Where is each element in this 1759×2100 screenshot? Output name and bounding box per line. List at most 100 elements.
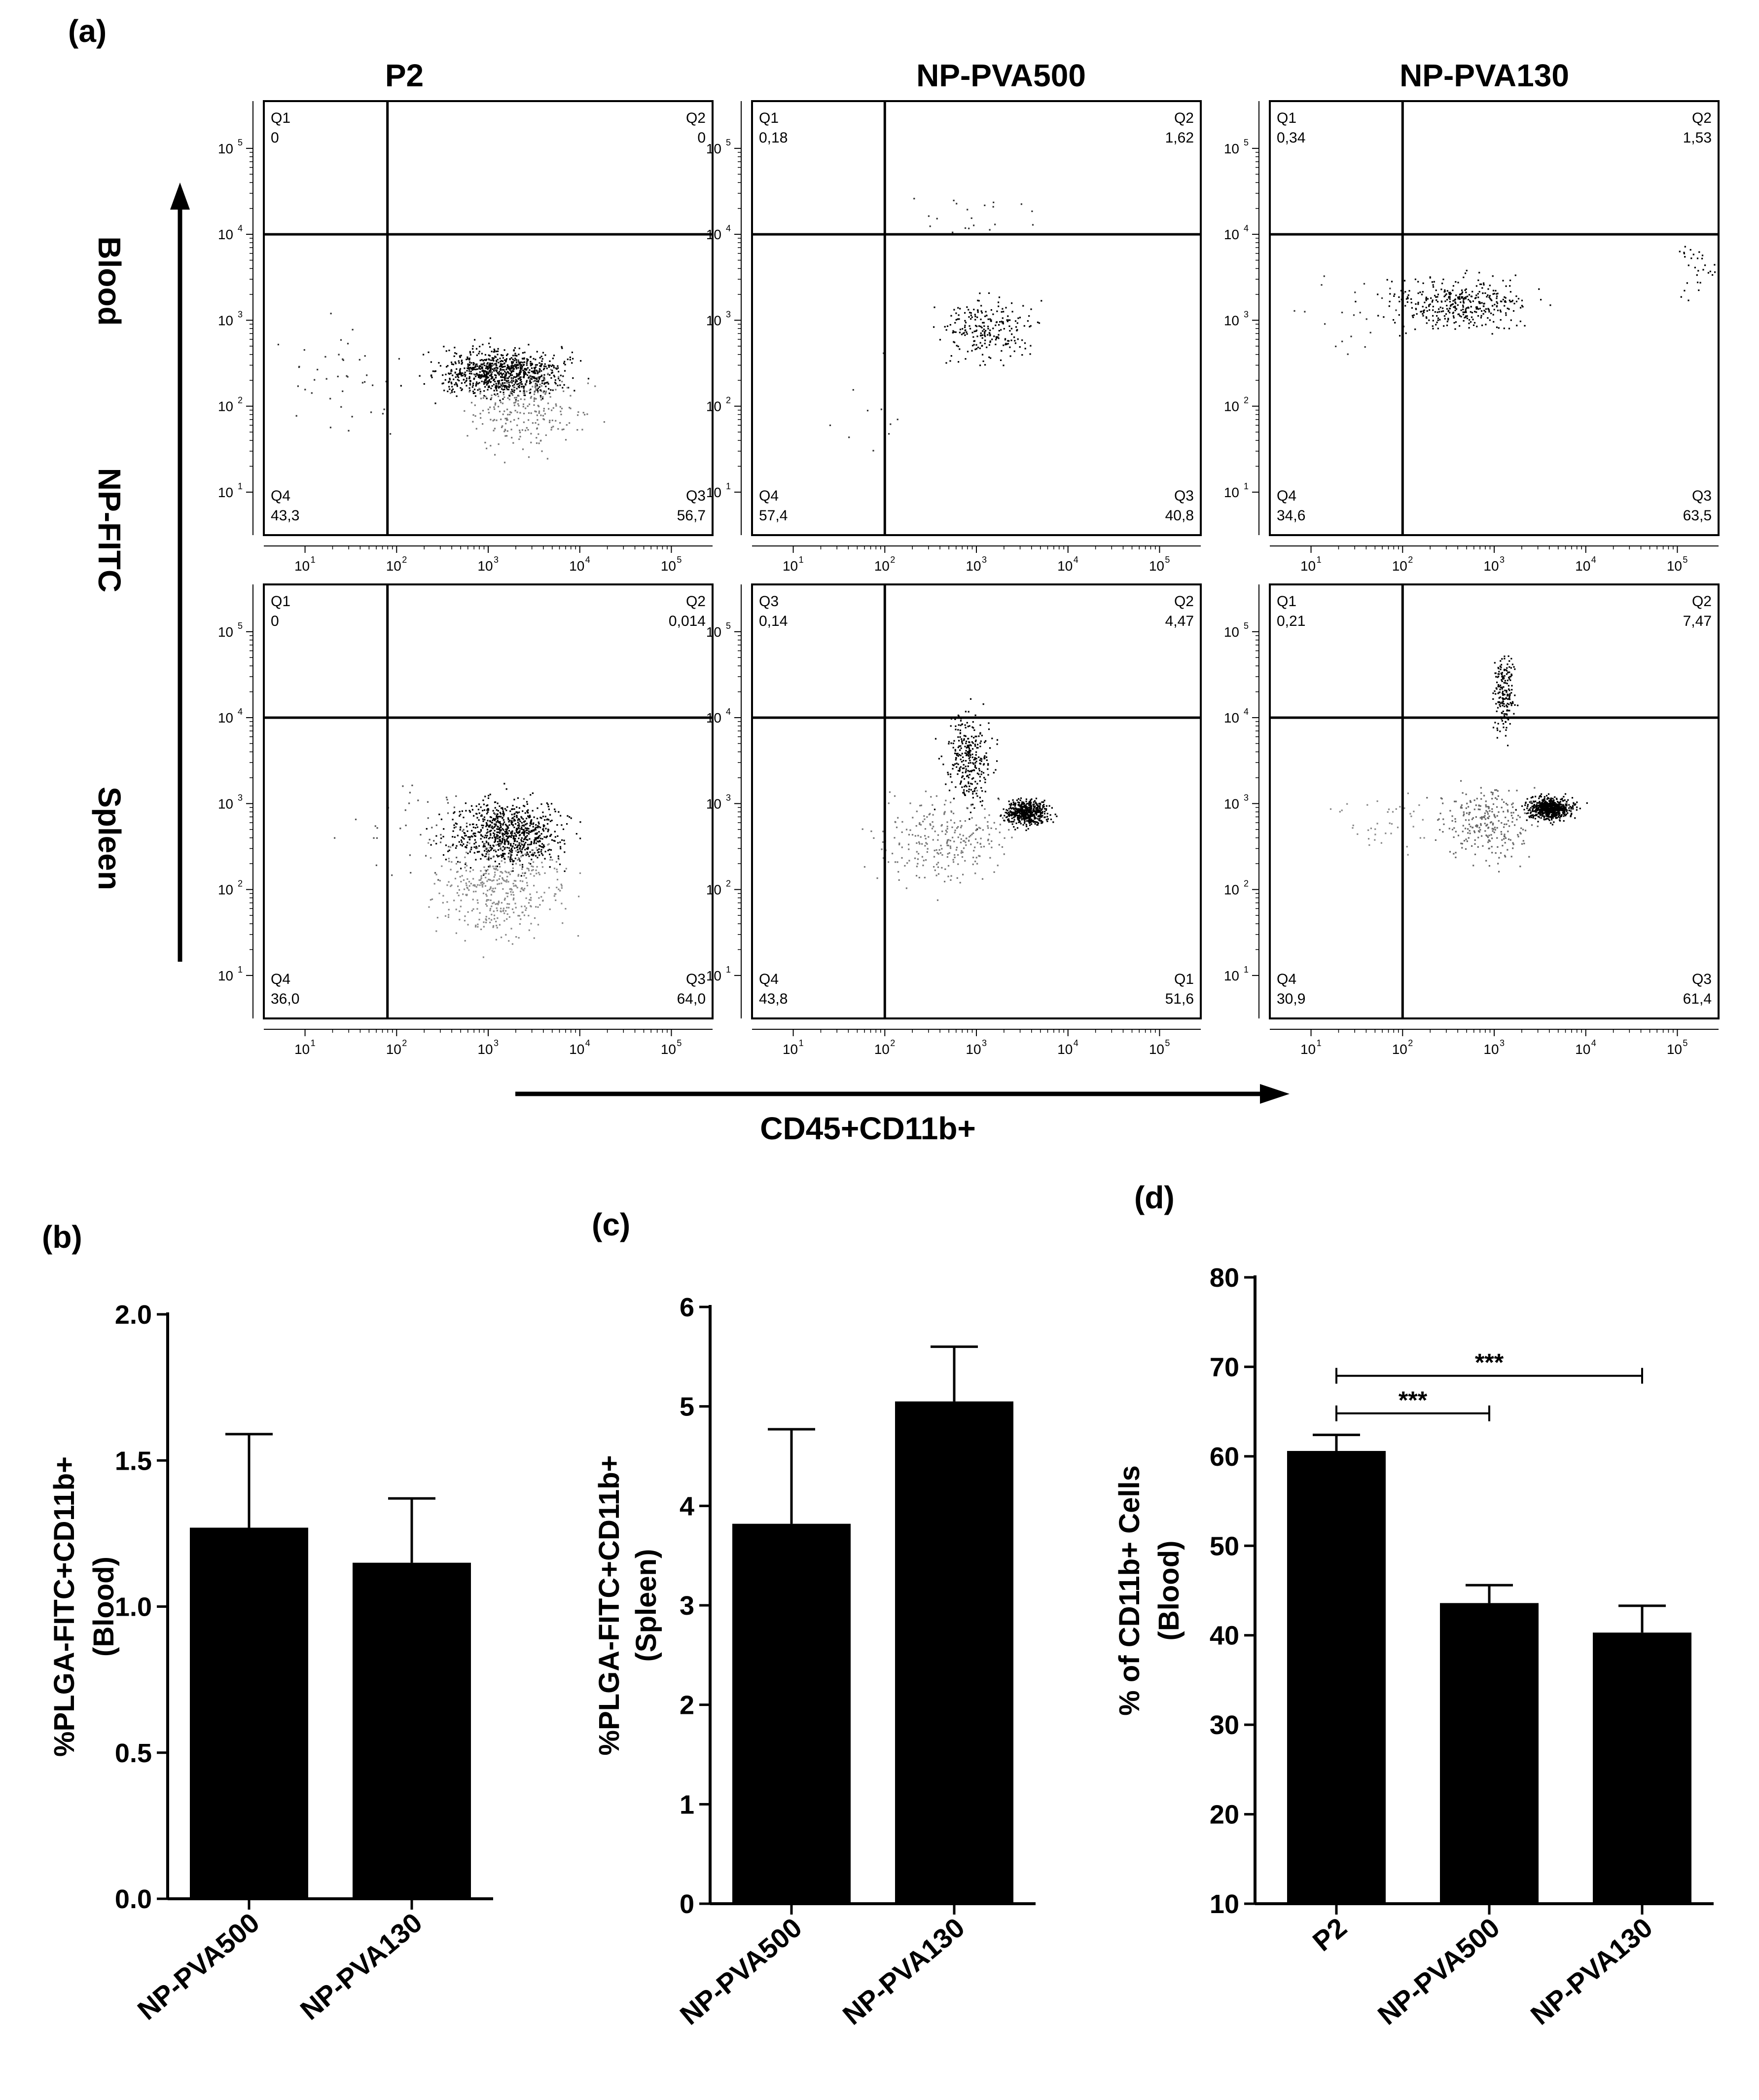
event-dot (557, 378, 560, 380)
event-dot (1037, 804, 1039, 806)
event-dot (505, 368, 507, 370)
event-dot (968, 777, 969, 779)
event-dot (505, 835, 507, 837)
event-dot (852, 389, 854, 391)
event-dot (957, 854, 959, 856)
event-dot (503, 848, 505, 850)
y-tick-exponent: 5 (726, 621, 731, 631)
event-dot (958, 715, 960, 717)
event-dot (512, 377, 514, 379)
x-tick-exponent: 3 (982, 555, 987, 565)
event-dot (570, 395, 572, 397)
event-dot (528, 817, 530, 819)
event-dot (973, 790, 975, 792)
event-dot (998, 296, 1001, 298)
event-dot (1557, 813, 1559, 815)
event-dot (970, 217, 972, 219)
event-dot (519, 845, 521, 847)
event-dot (523, 412, 525, 415)
event-dot (511, 808, 513, 810)
event-dot (1500, 311, 1502, 313)
event-dot (1037, 808, 1039, 810)
event-dot (1524, 804, 1526, 806)
event-dot (496, 419, 498, 421)
event-dot (467, 836, 469, 838)
event-dot (511, 380, 513, 382)
x-axis-arrowhead (1260, 1084, 1290, 1104)
event-dot (479, 391, 481, 393)
event-dot (534, 917, 536, 919)
event-dot (520, 370, 522, 372)
event-dot (500, 907, 502, 909)
event-dot (914, 835, 916, 837)
event-dot (533, 404, 535, 406)
event-dot (978, 769, 981, 772)
event-dot (523, 844, 525, 846)
event-dot (483, 383, 485, 385)
event-dot (493, 384, 495, 386)
event-dot (500, 401, 502, 403)
event-dot (559, 864, 561, 866)
event-dot (475, 841, 477, 843)
event-dot (1420, 311, 1422, 313)
event-dot (490, 381, 492, 383)
event-dot (482, 397, 484, 399)
event-dot (517, 873, 520, 876)
event-dot (980, 846, 982, 848)
event-dot (1483, 310, 1485, 312)
event-dot (1025, 805, 1027, 808)
event-dot (417, 799, 419, 801)
event-dot (936, 864, 938, 866)
event-dot (979, 724, 981, 726)
event-dot (491, 365, 493, 367)
event-dot (455, 362, 457, 364)
event-dot (529, 843, 531, 845)
event-dot (1481, 302, 1483, 304)
event-dot (430, 899, 431, 901)
event-dot (964, 312, 966, 314)
event-dot (1547, 818, 1549, 820)
event-dot (497, 821, 499, 823)
event-dot (475, 368, 477, 370)
event-dot (957, 729, 959, 731)
event-dot (972, 864, 974, 866)
event-dot (543, 408, 545, 410)
event-dot (518, 363, 520, 365)
event-dot (502, 808, 503, 810)
event-dot (553, 895, 555, 897)
event-dot (521, 825, 523, 827)
event-dot (1048, 805, 1050, 807)
event-dot (484, 382, 486, 384)
event-dot (506, 354, 508, 357)
event-dot (517, 367, 519, 369)
event-dot (504, 379, 506, 381)
event-dot (501, 360, 503, 362)
event-dot (984, 332, 986, 334)
event-dot (494, 813, 496, 815)
event-dot (1007, 315, 1009, 317)
event-dot (966, 331, 968, 333)
y-tick-label: 10 (706, 141, 721, 156)
event-dot (1454, 328, 1456, 330)
event-dot (909, 802, 911, 804)
event-dot (1452, 300, 1454, 302)
event-dot (1429, 303, 1431, 305)
event-dot (477, 808, 479, 810)
x-tick-exponent: 5 (677, 555, 682, 565)
event-dot (1013, 821, 1015, 823)
event-dot (534, 839, 536, 841)
event-dot (1009, 330, 1011, 332)
event-dot (969, 760, 971, 761)
event-dot (473, 846, 475, 848)
event-dot (545, 391, 547, 393)
event-dot (964, 735, 966, 737)
event-dot (513, 838, 515, 840)
event-dot (1016, 813, 1018, 815)
event-dot (1016, 799, 1018, 801)
event-dot (1505, 314, 1507, 316)
event-dot (1466, 318, 1469, 320)
event-dot (487, 869, 489, 871)
event-dot (1013, 826, 1015, 828)
event-dot (1461, 297, 1463, 299)
